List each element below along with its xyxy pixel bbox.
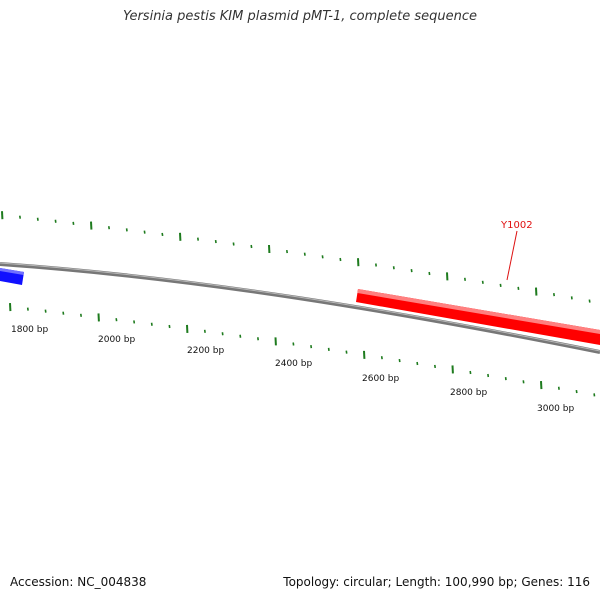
scale-labels: 1800 bp 2000 bp 2200 bp 2400 bp 2600 bp … — [11, 325, 574, 414]
gene-reverse-highlight — [0, 268, 24, 275]
gene-y1002-label[interactable]: Y1002 — [500, 220, 533, 231]
accession-text: Accession: NC_004838 — [10, 575, 147, 589]
gene-y1002-highlight — [357, 289, 600, 334]
scale-label-2200: 2200 bp — [187, 346, 224, 356]
inner-tick-row — [9, 303, 596, 397]
backbone-line — [0, 262, 600, 354]
topology-summary: Topology: circular; Length: 100,990 bp; … — [283, 575, 590, 589]
scale-label-3000: 3000 bp — [537, 404, 574, 414]
scale-label-2600: 2600 bp — [362, 374, 399, 384]
backbone-highlight — [0, 262, 600, 352]
outer-tick-row — [1, 211, 591, 303]
scale-label-1800: 1800 bp — [11, 325, 48, 335]
scale-label-2800: 2800 bp — [450, 388, 487, 398]
map-title: Yersinia pestis KIM plasmid pMT-1, compl… — [122, 9, 478, 24]
gene-y1002-label-line — [506, 230, 518, 281]
scale-label-2400: 2400 bp — [275, 359, 312, 369]
scale-label-2000: 2000 bp — [98, 335, 135, 345]
